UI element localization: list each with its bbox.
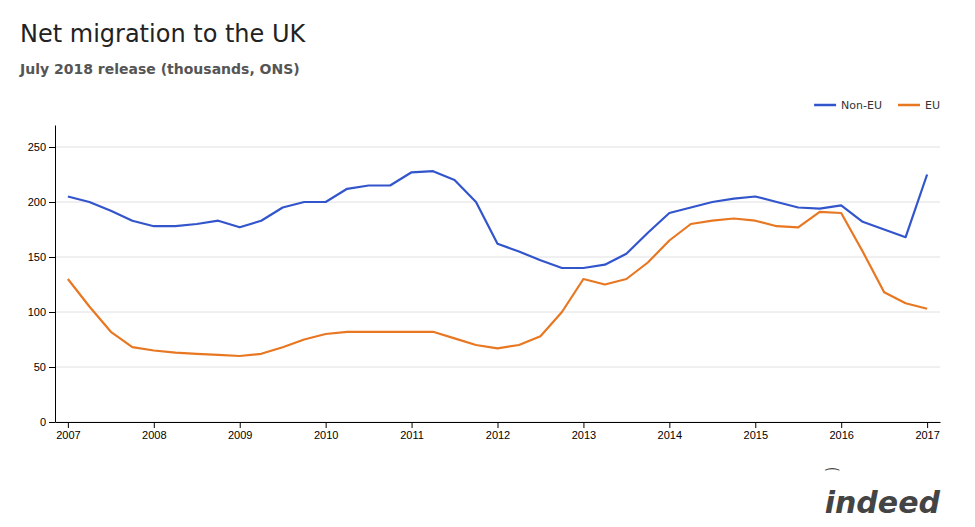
x-tick: 2011 [400, 422, 424, 441]
grid-line [55, 202, 940, 203]
x-tick: 2015 [744, 422, 768, 441]
x-tick-label: 2011 [400, 429, 424, 441]
legend-label: EU [925, 99, 940, 112]
legend: Non-EU EU [814, 99, 940, 112]
x-tick-label: 2008 [142, 429, 166, 441]
y-tick: 200 [28, 196, 55, 208]
legend-item: EU [898, 99, 940, 112]
x-tick-label: 2012 [486, 429, 510, 441]
grid-line [55, 312, 940, 313]
x-tick-label: 2016 [829, 429, 853, 441]
x-tick-mark [498, 422, 499, 428]
y-tick: 150 [28, 251, 55, 263]
x-tick: 2014 [658, 422, 682, 441]
annotation: ⁀ [825, 467, 840, 487]
subtitle: July 2018 release (thousands, ONS) [19, 61, 300, 77]
y-tick-mark [49, 202, 55, 203]
y-tick: 100 [28, 306, 55, 318]
x-tick: 2012 [486, 422, 510, 441]
series-line [68, 171, 927, 268]
annotation: indeed [825, 485, 941, 520]
x-tick-label: 2015 [744, 429, 768, 441]
y-tick-label: 200 [28, 196, 46, 208]
x-tick: 2013 [572, 422, 596, 441]
grid-line [55, 147, 940, 148]
x-tick-mark [755, 422, 756, 428]
y-tick-label: 250 [28, 141, 46, 153]
title: Net migration to the UK [20, 20, 307, 48]
y-tick-mark [49, 312, 55, 313]
x-tick: 2010 [314, 422, 338, 441]
x-tick: 2007 [56, 422, 80, 441]
y-tick-mark [49, 257, 55, 258]
legend-label: Non-EU [841, 99, 882, 112]
x-tick-label: 2014 [658, 429, 682, 441]
x-tick-mark [154, 422, 155, 428]
x-tick-label: 2009 [228, 429, 252, 441]
y-tick: 250 [28, 141, 55, 153]
x-tick-mark [583, 422, 584, 428]
x-tick-mark [68, 422, 69, 428]
x-tick-label: 2007 [56, 429, 80, 441]
y-tick-mark [49, 147, 55, 148]
lines [68, 171, 927, 356]
y-axis: 0 50 100 150 200 250 [28, 126, 56, 429]
x-tick-mark [669, 422, 670, 428]
y-tick-label: 50 [34, 361, 46, 373]
x-tick: 2017 [915, 422, 939, 441]
x-tick-mark [412, 422, 413, 428]
grid-line [55, 257, 940, 258]
x-tick-mark [240, 422, 241, 428]
y-tick-label: 0 [40, 416, 46, 428]
plot: 2007 2008 2009 2010 2011 2012 2013 2014 2015 2016… [28, 126, 941, 441]
x-tick-mark [927, 422, 928, 428]
legend-swatch [814, 104, 836, 107]
grid [55, 147, 940, 422]
chart: Net migration to the UK July 2018 release… [0, 0, 975, 527]
x-axis: 2007 2008 2009 2010 2011 2012 2013 2014 2015 2016… [56, 422, 941, 441]
x-tick-label: 2017 [915, 429, 939, 441]
x-tick: 2016 [829, 422, 853, 441]
series-line [68, 212, 927, 356]
x-tick-mark [841, 422, 842, 428]
legend-swatch [898, 104, 920, 107]
y-axis-line [55, 126, 56, 423]
x-tick: 2009 [228, 422, 252, 441]
legend-item: Non-EU [814, 99, 882, 112]
y-tick-label: 100 [28, 306, 46, 318]
grid-line [55, 367, 940, 368]
y-tick: 50 [34, 361, 55, 373]
x-tick: 2008 [142, 422, 166, 441]
y-tick-label: 150 [28, 251, 46, 263]
x-tick-label: 2010 [314, 429, 338, 441]
y-tick: 0 [40, 416, 55, 428]
y-tick-mark [49, 422, 55, 423]
x-tick-label: 2013 [572, 429, 596, 441]
x-tick-mark [326, 422, 327, 428]
y-tick-mark [49, 367, 55, 368]
